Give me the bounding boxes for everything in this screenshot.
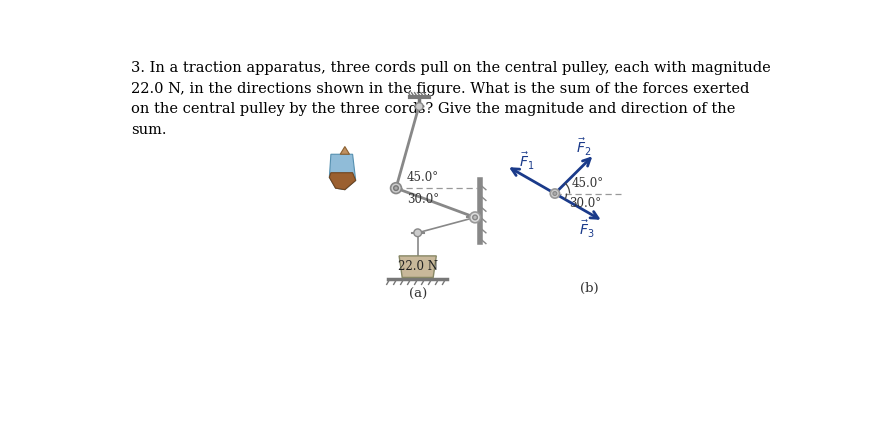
Text: 22.0 N: 22.0 N [398, 260, 438, 273]
Text: 45.0°: 45.0° [407, 171, 439, 184]
Circle shape [415, 103, 423, 110]
Circle shape [393, 186, 399, 191]
Circle shape [553, 192, 557, 195]
Polygon shape [340, 146, 350, 154]
Text: $\vec{F}_3$: $\vec{F}_3$ [579, 219, 594, 240]
Circle shape [551, 189, 559, 198]
Circle shape [469, 212, 481, 223]
Polygon shape [399, 256, 436, 277]
Circle shape [391, 183, 401, 194]
Circle shape [413, 229, 421, 237]
Text: 30.0°: 30.0° [569, 197, 601, 210]
Text: $\vec{F}_1$: $\vec{F}_1$ [519, 151, 534, 172]
Text: (a): (a) [408, 288, 427, 301]
Text: 3. In a traction apparatus, three cords pull on the central pulley, each with ma: 3. In a traction apparatus, three cords … [131, 61, 771, 137]
Polygon shape [329, 173, 356, 190]
Circle shape [473, 215, 477, 220]
Text: 30.0°: 30.0° [407, 193, 439, 206]
Text: (b): (b) [580, 282, 599, 295]
Polygon shape [329, 154, 356, 190]
Text: $\vec{F}_2$: $\vec{F}_2$ [576, 137, 592, 159]
Text: 45.0°: 45.0° [572, 177, 604, 190]
